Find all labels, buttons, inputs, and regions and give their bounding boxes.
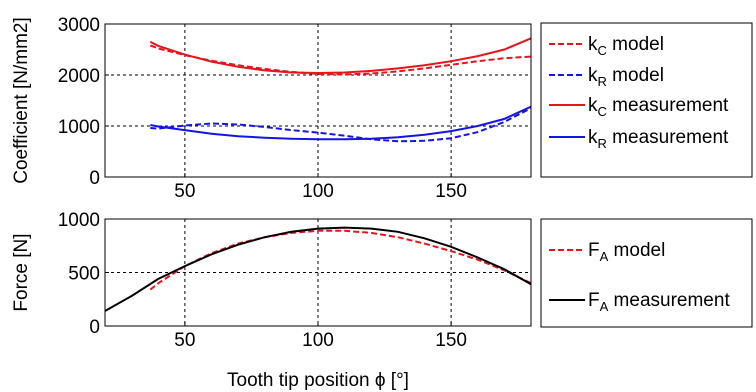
x-tick-label: 50 (174, 181, 195, 202)
x-tick-label: 100 (302, 330, 334, 351)
x-tick-label: 50 (174, 330, 195, 351)
x-tick-label: 150 (435, 330, 467, 351)
legend-box (540, 218, 753, 328)
series-line-kr-model (150, 107, 532, 143)
legend-entry: kR model (588, 65, 664, 89)
y-tick-label: 1000 (58, 117, 100, 138)
x-tick-label: 100 (302, 181, 334, 202)
y-tick-label: 2000 (58, 66, 100, 87)
x-tick-label: 150 (435, 181, 467, 202)
y-tick-label: 1000 (58, 210, 100, 231)
y-axis-label: Coefficient [N/mm2] (11, 17, 32, 183)
y-tick-label: 0 (89, 168, 100, 189)
series-line-kc-measurement (149, 37, 532, 75)
legend-entry: kC measurement (588, 95, 729, 119)
legend-entry: kR measurement (588, 127, 729, 151)
y-tick-label: 500 (68, 264, 100, 285)
plot-area (105, 24, 531, 177)
legend-entry: FA model (588, 240, 665, 264)
legend: FA model FA measurement (540, 218, 753, 328)
subplot-1: 50 100 150 0 1000 2000 3000 Coefficient [N/mm2]… (11, 15, 753, 202)
subplot-2: 50 100 150 0 500 1000 Force [N] Tooth tip posit… (11, 210, 753, 391)
legend-entry: kC model (588, 34, 664, 58)
legend-entry: FA measurement (588, 290, 730, 314)
y-axis-label: Force [N] (11, 233, 32, 311)
legend-box (540, 22, 753, 178)
series-line-fa-measurement (104, 226, 532, 312)
legend: kC model kR model kC measurement kR measure… (540, 22, 753, 178)
y-tick-label: 3000 (58, 15, 100, 36)
series-line-kr-measurement (150, 105, 532, 141)
y-tick-label: 0 (89, 317, 100, 338)
x-axis-label: Tooth tip position ϕ [°] (227, 370, 409, 391)
